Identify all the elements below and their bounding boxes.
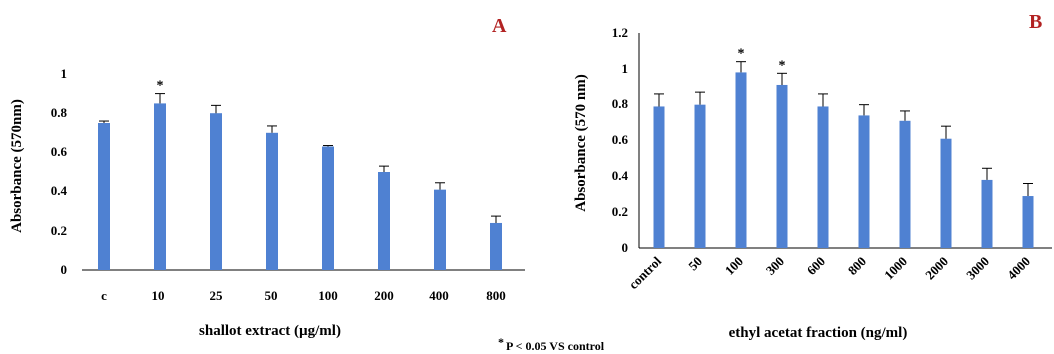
panel-b-bar-9 <box>1022 196 1034 248</box>
panel-a-ytick-0: 0 <box>61 262 68 277</box>
panel-a-bar-7 <box>490 222 502 270</box>
panel-a-bar-6 <box>434 189 446 270</box>
panel-b-y-axis-title: Absorbance (570 nm) <box>573 74 589 212</box>
panel-b-bar-6 <box>899 120 911 248</box>
panel-a-xtick-2: 25 <box>210 288 224 303</box>
panel-b-bar-4 <box>817 106 829 248</box>
panel-a-xtick-0: c <box>101 288 107 303</box>
panel-a-bar-1 <box>154 103 166 271</box>
panel-b-xtick-3: 300 <box>763 254 787 278</box>
panel-a-xtick-7: 800 <box>486 288 506 303</box>
panel-b-label: B <box>1029 11 1042 33</box>
panel-b-xtick-0: control <box>626 253 665 292</box>
panel-a-bar-5 <box>378 172 390 270</box>
panel-a: A Absorbance (570nm) 0 0.2 0.4 0.6 0.8 1… <box>9 15 525 339</box>
panel-a-bar-0 <box>98 123 110 270</box>
panel-a-ytick-2: 0.4 <box>51 183 68 198</box>
panel-b-xtick-1: 50 <box>685 254 705 274</box>
panel-b-bar-8 <box>981 179 993 248</box>
panel-b-ytick-2: 0.4 <box>612 168 629 183</box>
panel-b: B Absorbance (570 nm) 0 0.2 0.4 0.6 0.8 … <box>573 11 1052 341</box>
panel-a-xtick-3: 50 <box>265 288 278 303</box>
panel-b-ytick-3: 0.6 <box>612 132 629 147</box>
panel-a-bars: * <box>98 79 502 271</box>
panel-b-bar-2 <box>735 72 747 249</box>
panel-a-label: A <box>492 15 507 37</box>
panel-b-ytick-4: 0.8 <box>612 96 629 111</box>
panel-a-ytick-3: 0.6 <box>51 144 68 159</box>
panel-a-y-axis-title: Absorbance (570nm) <box>9 99 25 233</box>
panel-b-bar-5 <box>858 115 870 249</box>
panel-b-y-ticks: 0 0.2 0.4 0.6 0.8 1 1.2 <box>612 25 629 255</box>
panel-b-bar-0 <box>653 106 665 248</box>
panel-a-bar-3 <box>266 132 278 270</box>
panel-b-xtick-2: 100 <box>722 254 746 278</box>
panel-a-xtick-1: 10 <box>152 288 165 303</box>
panel-a-xtick-5: 200 <box>374 288 394 303</box>
panel-b-xtick-8: 3000 <box>963 254 992 283</box>
panel-b-significance-mark-3: * <box>779 58 786 73</box>
panel-a-ytick-1: 0.2 <box>51 223 67 238</box>
panel-b-bar-1 <box>694 104 706 249</box>
panel-a-x-axis-title: shallot extract (µg/ml) <box>199 323 341 339</box>
significance-footnote: * P < 0.05 VS control <box>498 335 605 353</box>
panel-b-xtick-6: 1000 <box>881 254 910 283</box>
panel-b-significance-mark-2: * <box>738 47 745 62</box>
panel-a-y-ticks: 0 0.2 0.4 0.6 0.8 1 <box>51 66 68 277</box>
panel-a-ytick-4: 0.8 <box>51 105 68 120</box>
panel-b-xtick-5: 800 <box>845 254 869 278</box>
panel-b-xtick-7: 2000 <box>922 254 951 283</box>
panel-b-xtick-4: 600 <box>804 254 828 278</box>
panel-b-xtick-9: 4000 <box>1004 254 1033 283</box>
panel-a-x-ticks: c 10 25 50 100 200 400 800 <box>101 288 506 303</box>
panel-a-bar-4 <box>322 146 334 270</box>
panel-b-bar-7 <box>940 138 952 248</box>
panel-b-x-axis-title: ethyl acetat fraction (ng/ml) <box>729 325 908 341</box>
panel-b-ytick-1: 0.2 <box>612 204 628 219</box>
footnote-star: * <box>498 335 504 349</box>
panel-a-ytick-5: 1 <box>61 66 68 81</box>
panel-b-bars: ** <box>653 47 1034 249</box>
footnote-text: P < 0.05 VS control <box>506 339 605 353</box>
panel-a-xtick-4: 100 <box>318 288 338 303</box>
panel-b-ytick-5: 1 <box>622 61 629 76</box>
panel-b-ytick-0: 0 <box>622 240 629 255</box>
panel-a-significance-mark-1: * <box>157 79 164 94</box>
panel-b-bar-3 <box>776 84 788 248</box>
panel-a-xtick-6: 400 <box>429 288 449 303</box>
panel-a-bar-2 <box>210 113 222 270</box>
panel-b-ytick-6: 1.2 <box>612 25 628 40</box>
panel-b-x-ticks: control 50 100 300 600 800 1000 2000 300… <box>626 253 1034 292</box>
